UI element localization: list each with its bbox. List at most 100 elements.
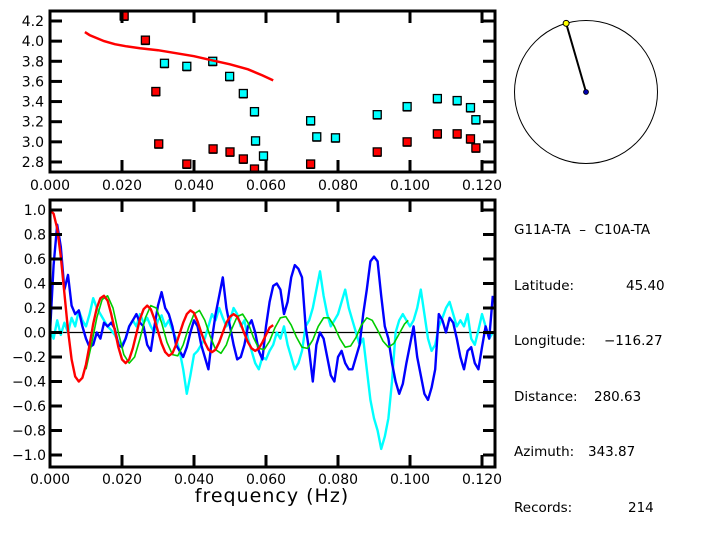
cyan-point [312,132,322,142]
green-series-line [85,295,409,370]
x-tick-label: 0.000 [30,472,70,488]
point-marker [305,159,316,169]
cyan-point [432,93,443,104]
point-marker [225,147,235,157]
y-tick-label: 1.0 [24,203,46,219]
y-tick-label: 2.8 [22,155,44,171]
point-marker [452,95,462,106]
y-tick-label: 3.4 [22,95,44,111]
point-marker [250,136,261,146]
info-label: Distance: [514,388,578,405]
point-marker [330,133,341,143]
x-tick-label: 0.040 [174,178,214,194]
y-tick-label: 0.4 [24,277,46,293]
map-circle [514,20,658,164]
x-tick-label: 0.100 [390,472,430,488]
x-axis-title: frequency (Hz) [195,485,349,507]
point-marker [159,58,170,68]
y-tick-label: 0.0 [24,326,46,342]
x-tick-label: 0.100 [390,178,430,194]
y-tick-label: 3.8 [22,54,44,70]
velocity-plot: 0.000 0.020 0.040 0.060 0.080 0.100 0.120 4.2 4.… [22,9,502,194]
cyan-point [182,61,192,72]
y-tick-label: −0.6 [12,399,46,415]
coherence-plot: 0.000 0.020 0.040 0.060 0.080 0.100 0.120 1.0 0.… [12,198,502,507]
info-value: 343.87 [588,444,636,460]
point-marker [258,151,269,161]
x-tick-label: 0.120 [462,178,502,194]
point-marker [182,61,192,71]
red-curve [84,31,274,82]
coherence-axes: 0.000 0.020 0.040 0.060 0.080 0.100 0.120 1.0 0.… [12,200,502,488]
point-marker [238,88,248,99]
point-marker [402,101,412,112]
point-marker [452,129,462,139]
cyan-point [330,133,341,143]
cyan-point [250,136,261,146]
velocity-data [84,11,481,172]
y-tick-label: 0.6 [24,252,46,268]
info-row-distance: Distance: 280.63 [514,388,665,407]
red-point [471,143,481,153]
red-point [402,137,412,147]
y-tick-label: −0.4 [12,375,46,391]
velocity-axes: 0.000 0.020 0.040 0.060 0.080 0.100 0.120 4.2 4.… [22,11,502,194]
point-marker [249,106,260,117]
cyan-point [305,116,316,126]
point-marker [154,139,164,149]
y-tick-label: 4.0 [22,34,44,50]
red-point [432,129,443,139]
point-marker [465,102,476,113]
red-point [225,147,235,157]
y-tick-label: 4.2 [22,14,44,30]
red-point [452,129,462,139]
red-point [372,147,382,157]
red-point [182,159,192,169]
info-row-azimuth: Azimuth: 343.87 [514,443,665,462]
point-marker [182,159,192,169]
cyan-point [238,88,248,99]
point-marker [372,110,382,120]
red-point [238,154,248,164]
y-tick-label: 0.2 [24,301,46,317]
y-tick-label: 3.2 [22,115,44,131]
chart-canvas: 0.000 0.020 0.040 0.060 0.080 0.100 0.120 4.2 4.… [12,9,658,507]
azimuth-map [514,19,658,164]
cyan-point [372,110,382,120]
info-value: 214 [628,499,654,516]
info-label: Latitude: [514,277,575,294]
velocity-plot-frame [48,9,497,174]
point-marker [208,144,218,154]
point-marker [465,134,476,144]
cyan-point [224,71,235,82]
point-marker [312,132,322,142]
station-pair: G11A-TA – C10A-TA [514,222,651,238]
x-tick-label: 0.000 [30,178,70,194]
blue-series-line [50,223,494,402]
station-info-panel: G11A-TA – C10A-TA Latitude: 45.40 Longit… [514,184,665,536]
azimuth-line [565,23,587,93]
point-marker [432,93,443,104]
point-marker [224,71,235,82]
red-point [305,159,316,169]
station-marker [562,19,570,27]
x-tick-label: 0.040 [174,472,214,488]
point-marker [402,137,412,147]
cyan-point [471,115,481,125]
y-tick-label: −0.8 [12,424,46,440]
center-station-marker [583,89,589,95]
y-tick-label: 0.8 [24,228,46,244]
x-tick-label: 0.020 [102,178,142,194]
red-point [140,35,151,46]
cyan-point [249,106,260,117]
red-point [249,164,260,172]
info-label: Records: [514,499,573,516]
red-point [154,139,164,149]
cyan-point [465,102,476,113]
red-series-line [50,209,274,383]
y-tick-label: −1.0 [12,448,46,464]
y-tick-label: 3.6 [22,74,44,90]
x-tick-label: 0.020 [102,472,142,488]
point-marker [238,154,248,164]
red-point [465,134,476,144]
